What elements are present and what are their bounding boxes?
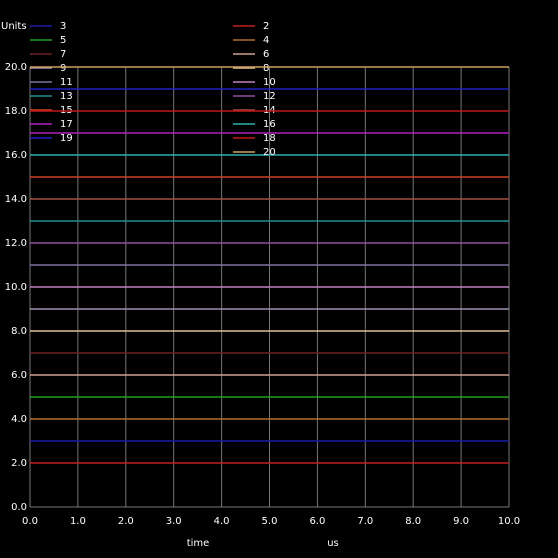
legend-label: 9 — [60, 63, 66, 74]
y-tick-label: 2.0 — [11, 458, 27, 469]
x-tick-label: 10.0 — [498, 516, 520, 527]
legend-label: 18 — [263, 133, 276, 144]
x-tick-label: 3.0 — [166, 516, 182, 527]
x-tick-label: 0.0 — [22, 516, 38, 527]
y-tick-label: 18.0 — [5, 106, 27, 117]
y-tick-label: 8.0 — [11, 326, 27, 337]
x-tick-label: 9.0 — [453, 516, 469, 527]
x-tick-label: 6.0 — [309, 516, 325, 527]
x-axis-label: time — [187, 538, 210, 549]
y-tick-label: 12.0 — [5, 238, 27, 249]
legend-label: 17 — [60, 119, 73, 130]
legend-label: 20 — [263, 147, 276, 158]
y-tick-label: 10.0 — [5, 282, 27, 293]
y-tick-label: 20.0 — [5, 62, 27, 73]
y-tick-label: 6.0 — [11, 370, 27, 381]
x-tick-label: 4.0 — [214, 516, 230, 527]
x-tick-label: 5.0 — [262, 516, 278, 527]
legend-label: 3 — [60, 21, 66, 32]
x-tick-label: 2.0 — [118, 516, 134, 527]
y-axis-label: Units — [1, 21, 27, 32]
legend-label: 8 — [263, 63, 269, 74]
x-axis-unit: us — [327, 538, 339, 549]
y-tick-label: 14.0 — [5, 194, 27, 205]
legend-label: 12 — [263, 91, 276, 102]
y-tick-label: 0.0 — [11, 502, 27, 513]
y-tick-label: 16.0 — [5, 150, 27, 161]
legend-label: 13 — [60, 91, 73, 102]
y-tick-label: 4.0 — [11, 414, 27, 425]
x-tick-label: 1.0 — [70, 516, 86, 527]
x-tick-label: 8.0 — [405, 516, 421, 527]
legend-label: 5 — [60, 35, 66, 46]
legend-label: 10 — [263, 77, 276, 88]
legend-label: 19 — [60, 133, 73, 144]
legend-label: 2 — [263, 21, 269, 32]
x-tick-label: 7.0 — [357, 516, 373, 527]
legend-label: 11 — [60, 77, 73, 88]
legend-label: 6 — [263, 49, 269, 60]
legend-label: 4 — [263, 35, 269, 46]
legend-label: 7 — [60, 49, 66, 60]
legend-label: 16 — [263, 119, 276, 130]
